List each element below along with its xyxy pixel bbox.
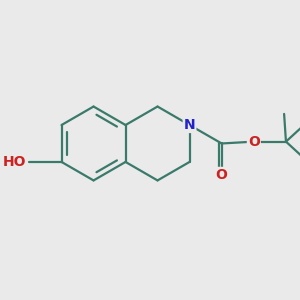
Text: O: O <box>216 168 228 182</box>
Text: HO: HO <box>2 155 26 169</box>
Text: N: N <box>184 118 195 132</box>
Text: O: O <box>248 135 260 148</box>
